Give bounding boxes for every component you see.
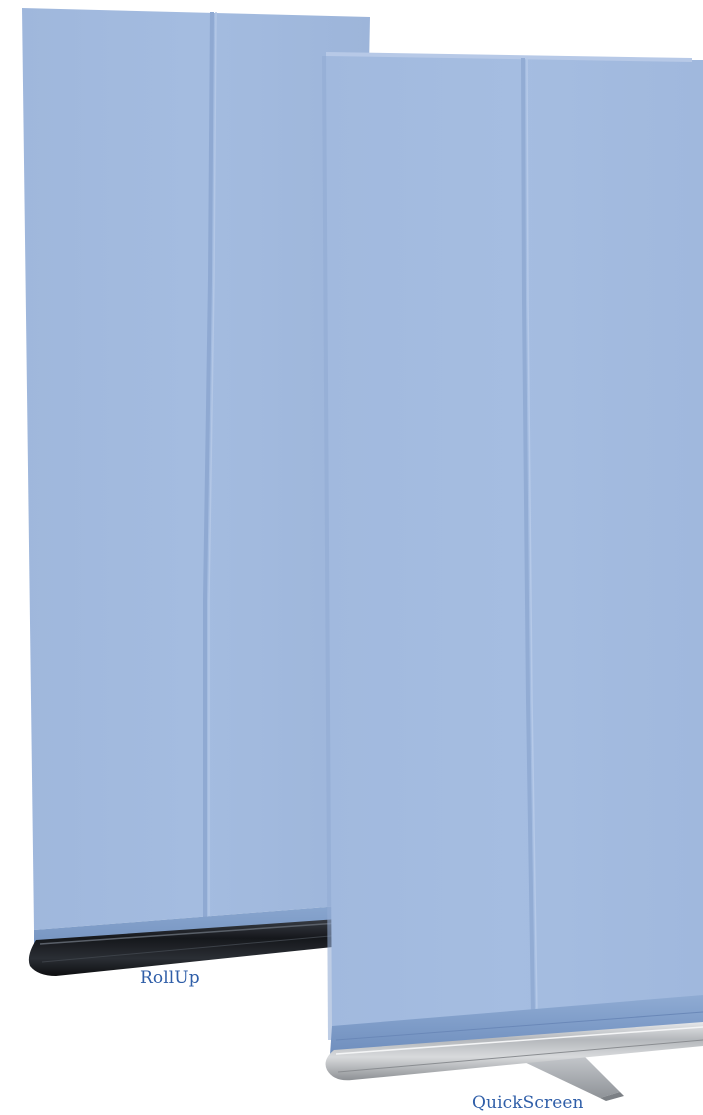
quickscreen-banner-bottom	[330, 995, 703, 1055]
quickscreen-banner-panel	[326, 52, 703, 1030]
rollup-caption: RollUp	[140, 968, 200, 988]
rollup-banner-panel	[22, 8, 370, 930]
rollup-banner-stand	[22, 8, 370, 976]
quickscreen-caption: QuickScreen	[472, 1093, 584, 1113]
quickscreen-banner-stand	[322, 52, 703, 1101]
quickscreen-base	[325, 1022, 703, 1081]
quickscreen-foot	[520, 1052, 620, 1098]
rollup-banner-fold	[203, 11, 214, 918]
quickscreen-banner-fold	[521, 57, 535, 1016]
rollup-base	[28, 918, 353, 976]
